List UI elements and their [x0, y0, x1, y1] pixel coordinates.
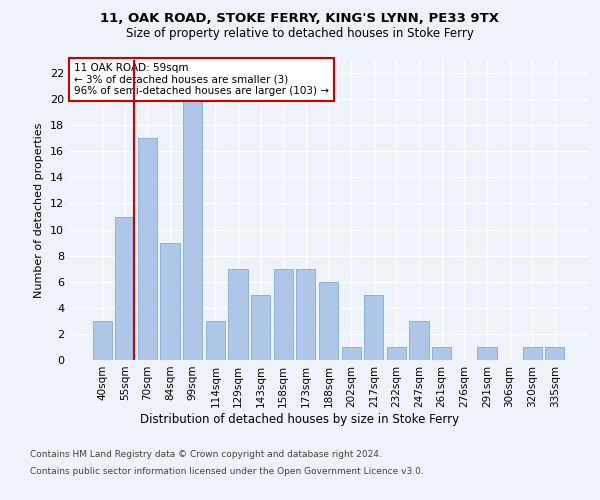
- Text: Contains public sector information licensed under the Open Government Licence v3: Contains public sector information licen…: [30, 468, 424, 476]
- Bar: [387, 347, 406, 360]
- Bar: [341, 347, 361, 360]
- Bar: [296, 268, 316, 360]
- Bar: [432, 347, 451, 360]
- Bar: [409, 321, 428, 360]
- Bar: [183, 99, 202, 360]
- Bar: [523, 347, 542, 360]
- Bar: [160, 242, 180, 360]
- Bar: [138, 138, 157, 360]
- Bar: [545, 347, 565, 360]
- Bar: [92, 321, 112, 360]
- Bar: [364, 295, 383, 360]
- Bar: [229, 268, 248, 360]
- Bar: [251, 295, 270, 360]
- Text: Contains HM Land Registry data © Crown copyright and database right 2024.: Contains HM Land Registry data © Crown c…: [30, 450, 382, 459]
- Text: Distribution of detached houses by size in Stoke Ferry: Distribution of detached houses by size …: [140, 412, 460, 426]
- Bar: [319, 282, 338, 360]
- Bar: [274, 268, 293, 360]
- Bar: [115, 216, 134, 360]
- Bar: [206, 321, 225, 360]
- Bar: [477, 347, 497, 360]
- Text: Size of property relative to detached houses in Stoke Ferry: Size of property relative to detached ho…: [126, 28, 474, 40]
- Text: 11 OAK ROAD: 59sqm
← 3% of detached houses are smaller (3)
96% of semi-detached : 11 OAK ROAD: 59sqm ← 3% of detached hous…: [74, 63, 329, 96]
- Text: 11, OAK ROAD, STOKE FERRY, KING'S LYNN, PE33 9TX: 11, OAK ROAD, STOKE FERRY, KING'S LYNN, …: [101, 12, 499, 26]
- Y-axis label: Number of detached properties: Number of detached properties: [34, 122, 44, 298]
